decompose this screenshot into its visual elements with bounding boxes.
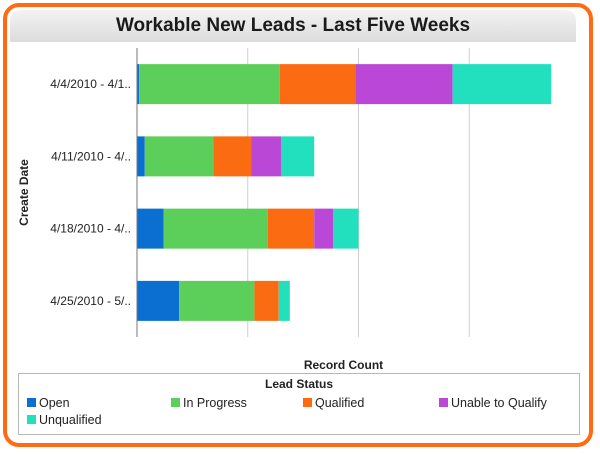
chart-title: Workable New Leads - Last Five Weeks bbox=[10, 10, 576, 43]
bar-qualified-2 bbox=[213, 136, 252, 177]
bar-unable-to-qualify-3 bbox=[314, 208, 334, 249]
bar-unqualified-4 bbox=[278, 280, 290, 321]
bar-in-progress-1 bbox=[139, 64, 280, 105]
bar-unable-to-qualify-2 bbox=[251, 136, 281, 177]
category-label-1: 4/4/2010 - 4/1.. bbox=[50, 77, 131, 91]
bar-unqualified-3 bbox=[333, 208, 359, 249]
category-label-3: 4/18/2010 - 4/.. bbox=[50, 222, 131, 236]
bar-chart: 4/4/2010 - 4/1.. 4/11/2010 - 4/.. 4/18/201… bbox=[17, 48, 552, 372]
legend-item-unqualified: Unqualified bbox=[27, 413, 102, 427]
y-axis-title: Create Date bbox=[17, 159, 31, 226]
bar-qualified-4 bbox=[254, 280, 279, 321]
legend-item-unable-to-qualify: Unable to Qualify bbox=[439, 396, 547, 410]
bar-qualified-1 bbox=[279, 64, 356, 105]
legend-swatch bbox=[27, 398, 36, 407]
bars bbox=[137, 64, 552, 321]
legend-item-in-progress: In Progress bbox=[171, 396, 247, 410]
legend-label: Open bbox=[39, 396, 70, 410]
x-axis-title: Record Count bbox=[304, 358, 383, 372]
legend-item-open: Open bbox=[27, 396, 70, 410]
bar-open-1 bbox=[137, 64, 140, 105]
legend: Lead Status Open In Progress Qualified Unab… bbox=[18, 373, 580, 435]
legend-label: Unqualified bbox=[39, 413, 102, 427]
bar-open-3 bbox=[137, 208, 164, 249]
bar-qualified-3 bbox=[267, 208, 315, 249]
legend-swatch bbox=[439, 398, 448, 407]
bar-unqualified-1 bbox=[452, 64, 552, 105]
bar-in-progress-4 bbox=[179, 280, 255, 321]
bar-in-progress-2 bbox=[144, 136, 214, 177]
bar-unable-to-qualify-1 bbox=[355, 64, 453, 105]
category-label-2: 4/11/2010 - 4/.. bbox=[51, 149, 131, 163]
legend-label: In Progress bbox=[183, 396, 247, 410]
legend-swatch bbox=[27, 415, 36, 424]
category-labels: 4/4/2010 - 4/1.. 4/11/2010 - 4/.. 4/18/201… bbox=[50, 77, 131, 308]
legend-item-qualified: Qualified bbox=[303, 396, 364, 410]
legend-swatch bbox=[303, 398, 312, 407]
bar-in-progress-3 bbox=[163, 208, 268, 249]
legend-label: Unable to Qualify bbox=[451, 396, 547, 410]
bar-unqualified-2 bbox=[280, 136, 315, 177]
bar-open-2 bbox=[137, 136, 145, 177]
legend-swatch bbox=[171, 398, 180, 407]
plot-area: 4/4/2010 - 4/1.. 4/11/2010 - 4/.. 4/18/201… bbox=[10, 42, 576, 436]
bar-open-4 bbox=[137, 280, 180, 321]
legend-label: Qualified bbox=[315, 396, 365, 410]
category-label-4: 4/25/2010 - 5/.. bbox=[50, 294, 131, 308]
legend-title: Lead Status bbox=[264, 377, 333, 391]
